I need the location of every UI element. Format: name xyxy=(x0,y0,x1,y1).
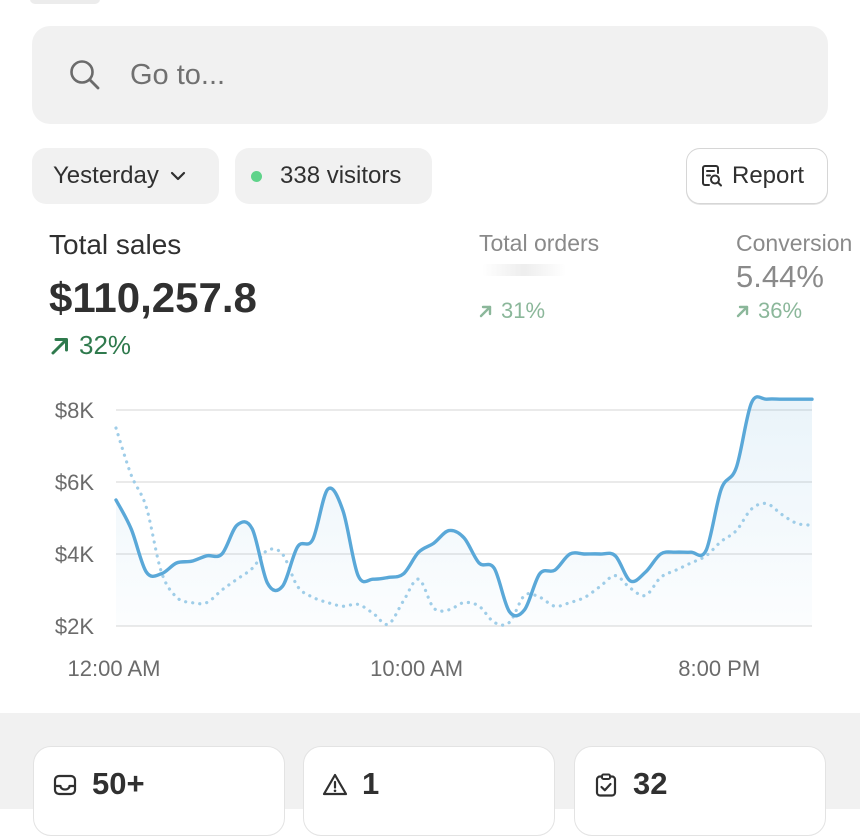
summary-card-inbox[interactable]: 50+ xyxy=(33,746,285,836)
live-dot-icon xyxy=(251,170,262,182)
inbox-icon xyxy=(53,774,77,796)
y-tick-label: $8K xyxy=(55,398,94,423)
conversion-label[interactable]: Conversion xyxy=(736,230,853,256)
y-tick-label: $6K xyxy=(55,470,94,495)
x-tick-label: 12:00 AM xyxy=(68,656,161,681)
date-range-label: Yesterday xyxy=(53,162,159,189)
search-input[interactable]: Go to... xyxy=(130,58,226,91)
total-orders-value-obscured xyxy=(482,264,566,276)
arrow-up-right-icon xyxy=(51,337,68,354)
live-visitors-chip[interactable]: 338 visitors xyxy=(235,148,432,204)
total-sales-change-value: 32% xyxy=(79,330,132,360)
total-sales-change: 32% xyxy=(49,330,131,361)
warning-triangle-icon xyxy=(322,773,348,796)
total-sales-label[interactable]: Total sales xyxy=(49,229,182,260)
date-range-selector[interactable]: Yesterday xyxy=(32,148,219,204)
previous-period-line xyxy=(114,426,814,627)
x-tick-label: 8:00 PM xyxy=(678,656,760,681)
total-sales-value: $110,257.8 xyxy=(49,274,257,321)
report-search-icon xyxy=(702,165,722,187)
conversion-change-value: 36% xyxy=(758,298,803,323)
clipboard-check-icon xyxy=(595,773,617,797)
summary-value: 32 xyxy=(633,766,668,801)
y-tick-label: $4K xyxy=(55,542,94,567)
report-button[interactable]: Report xyxy=(686,148,828,204)
total-orders-label[interactable]: Total orders xyxy=(479,230,600,256)
current-period-line xyxy=(114,395,814,618)
top-edge-element xyxy=(30,0,100,4)
summary-card-alerts[interactable]: 1 xyxy=(303,746,555,836)
chevron-down-icon xyxy=(170,171,185,181)
summary-value: 50+ xyxy=(92,766,145,801)
report-label: Report xyxy=(732,162,805,189)
total-orders-change-value: 31% xyxy=(501,298,546,323)
summary-value: 1 xyxy=(362,766,380,801)
search-icon xyxy=(70,60,100,90)
x-tick-label: 10:00 AM xyxy=(370,656,463,681)
arrow-up-right-icon xyxy=(479,305,492,318)
sales-line-chart[interactable]: $8K $6K $4K $2K 12:00 AM 10:00 AM 8:00 PM xyxy=(0,385,860,695)
visitors-count: 338 visitors xyxy=(280,162,402,189)
conversion-value: 5.44% xyxy=(736,259,824,294)
y-tick-label: $2K xyxy=(55,614,94,639)
arrow-up-right-icon xyxy=(736,305,749,318)
conversion-change: 36% xyxy=(736,298,802,324)
search-bar[interactable]: Go to... xyxy=(32,26,828,124)
sales-area-fill xyxy=(116,396,812,626)
summary-card-tasks[interactable]: 32 xyxy=(574,746,826,836)
total-orders-change: 31% xyxy=(479,298,545,324)
